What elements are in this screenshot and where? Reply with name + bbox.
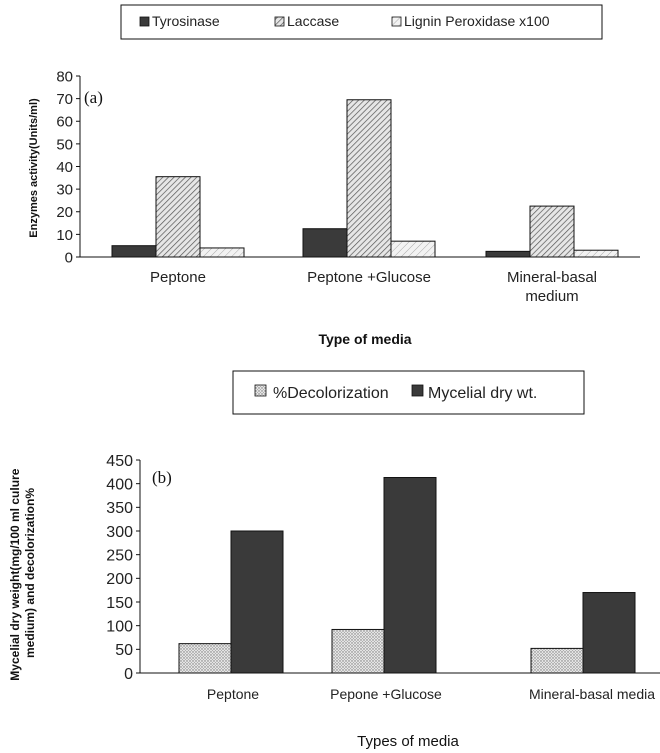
bar-tyrosinase-mineral-basal-medium <box>485 250 531 258</box>
x-tick-label-b: Pepone +Glucose <box>330 686 442 702</box>
legend-label-lignin: Lignin Peroxidase x100 <box>404 13 550 29</box>
legend-swatch-mycelial <box>411 384 424 397</box>
y-axis-label-b-line1: Mycelial dry weight(mg/100 ml culure <box>8 468 22 680</box>
chart-a: Tyrosinase Laccase Lignin Peroxidase x10… <box>28 4 640 347</box>
y-tick-label-b: 250 <box>106 547 133 564</box>
y-tick-label-b: 100 <box>106 618 133 635</box>
bar-laccase-peptone <box>155 176 201 258</box>
y-tick-label-a: 0 <box>65 249 73 266</box>
bar-mycelial-dry-wt-pepone-glucose <box>383 477 437 674</box>
bar-mycelial-dry-wt-peptone <box>230 530 284 674</box>
y-axis-label-b: Mycelial dry weight(mg/100 ml culure med… <box>8 465 37 680</box>
y-tick-label-a: 50 <box>56 136 73 153</box>
x-tick-label-a: Peptone +Glucose <box>307 269 431 286</box>
y-tick-label-b: 300 <box>106 524 133 541</box>
bar-lignin-peroxidase-x100-peptone <box>199 247 245 258</box>
chart-b: %Decolorization Mycelial dry wt. (b) Myc… <box>8 370 660 750</box>
y-tick-label-a: 30 <box>56 182 73 199</box>
y-tick-label-b: 150 <box>106 595 133 612</box>
bar-decolorization-pepone-glucose <box>331 628 385 674</box>
y-tick-label-a: 80 <box>56 68 73 85</box>
bar-lignin-peroxidase-x100-mineral-basal-medium <box>573 249 619 258</box>
x-tick-label-b: Mineral-basal media <box>529 686 655 702</box>
x-axis-label-a: Type of media <box>318 331 411 347</box>
bar-decolorization-peptone <box>178 643 232 674</box>
y-tick-label-b: 400 <box>106 476 133 493</box>
x-tick-label-a: Peptone <box>150 269 206 286</box>
legend-a: Tyrosinase Laccase Lignin Peroxidase x10… <box>120 4 603 40</box>
bar-mycelial-dry-wt-mineral-basal-media <box>582 592 636 674</box>
legend-label-tyrosinase: Tyrosinase <box>152 13 220 29</box>
legend-swatch-decolorization <box>254 384 267 397</box>
y-tick-label-a: 40 <box>56 159 73 176</box>
y-tick-label-a: 20 <box>56 204 73 221</box>
y-tick-label-b: 0 <box>124 666 133 683</box>
panel-label-b: (b) <box>152 468 172 487</box>
legend-label-mycelial: Mycelial dry wt. <box>428 385 537 402</box>
y-tick-label-b: 50 <box>115 642 133 659</box>
legend-b: %Decolorization Mycelial dry wt. <box>232 370 585 415</box>
y-axis-label-a: Enzymes activity(Units/ml) <box>28 98 40 238</box>
bar-laccase-peptone-glucose <box>346 99 392 258</box>
y-tick-label-a: 10 <box>56 227 73 244</box>
bar-decolorization-mineral-basal-media <box>530 647 584 674</box>
bar-tyrosinase-peptone <box>111 245 157 258</box>
legend-label-decolorization: %Decolorization <box>273 385 389 402</box>
y-tick-label-a: 60 <box>56 114 73 131</box>
legend-label-laccase: Laccase <box>287 13 339 29</box>
bar-lignin-peroxidase-x100-peptone-glucose <box>390 240 436 258</box>
y-tick-label-b: 350 <box>106 500 133 517</box>
x-tick-label-a: Mineral-basal medium <box>507 269 597 305</box>
x-tick-label-b: Peptone <box>207 686 259 702</box>
y-tick-label-b: 450 <box>106 453 133 470</box>
x-axis-label-b: Types of media <box>357 733 459 750</box>
bar-laccase-mineral-basal-medium <box>529 205 575 258</box>
legend-swatch-lignin <box>391 16 402 27</box>
y-tick-label-a: 70 <box>56 91 73 108</box>
y-tick-label-b: 200 <box>106 571 133 588</box>
legend-swatch-laccase <box>274 16 285 27</box>
legend-swatch-tyrosinase <box>139 16 150 27</box>
panel-label-a: (a) <box>84 88 103 107</box>
bar-tyrosinase-peptone-glucose <box>302 228 348 258</box>
y-axis-label-b-line2: medium) and decolorization% <box>23 488 37 658</box>
